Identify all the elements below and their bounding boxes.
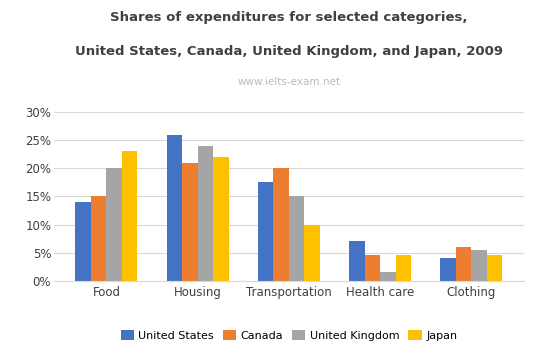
Bar xyxy=(258,183,273,281)
Bar xyxy=(273,168,289,281)
Bar xyxy=(441,258,456,281)
Bar xyxy=(289,197,305,281)
Bar xyxy=(364,256,380,281)
Bar xyxy=(305,225,320,281)
Bar xyxy=(122,152,137,281)
Bar xyxy=(182,163,198,281)
Text: www.ielts-exam.net: www.ielts-exam.net xyxy=(238,77,340,87)
Bar xyxy=(76,202,91,281)
Bar xyxy=(487,256,502,281)
Legend: United States, Canada, United Kingdom, Japan: United States, Canada, United Kingdom, J… xyxy=(116,326,462,346)
Text: Shares of expenditures for selected categories,: Shares of expenditures for selected cate… xyxy=(110,11,468,24)
Bar xyxy=(213,157,228,281)
Bar xyxy=(91,197,106,281)
Bar xyxy=(380,273,396,281)
Bar xyxy=(106,168,122,281)
Bar xyxy=(198,146,213,281)
Text: United States, Canada, United Kingdom, and Japan, 2009: United States, Canada, United Kingdom, a… xyxy=(75,45,503,58)
Bar xyxy=(349,242,364,281)
Bar xyxy=(396,256,411,281)
Bar xyxy=(471,250,487,281)
Bar xyxy=(456,247,471,281)
Bar xyxy=(167,135,182,281)
